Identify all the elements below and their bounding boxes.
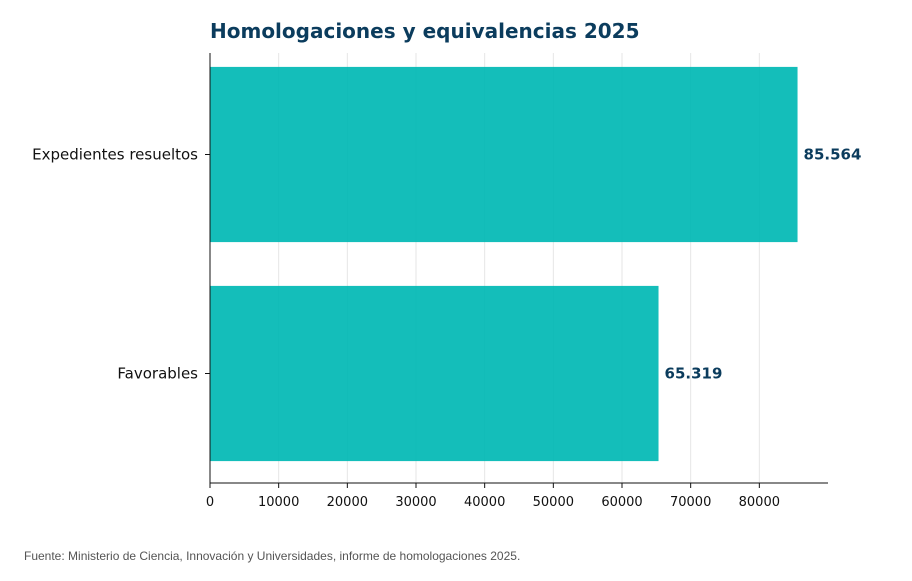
axis-layer xyxy=(205,53,828,488)
x-tick-label: 20000 xyxy=(327,495,368,510)
chart-title: Homologaciones y equivalencias 2025 xyxy=(210,19,640,43)
bar xyxy=(210,66,798,243)
value-label: 85.564 xyxy=(804,146,862,164)
x-tick-label: 10000 xyxy=(258,495,299,510)
bar-layer xyxy=(210,66,798,462)
x-tick-label: 50000 xyxy=(533,495,574,510)
x-tick-label: 30000 xyxy=(395,495,436,510)
x-tick-label: 70000 xyxy=(670,495,711,510)
category-label: Favorables xyxy=(117,365,198,383)
category-label: Expedientes resueltos xyxy=(32,146,198,164)
bar xyxy=(210,285,659,462)
source-note: Fuente: Ministerio de Ciencia, Innovació… xyxy=(24,549,521,563)
label-layer: Expedientes resueltos 85.564 Favorables 65.… xyxy=(32,146,861,511)
value-label: 65.319 xyxy=(665,365,723,383)
x-tick-label: 80000 xyxy=(739,495,780,510)
x-tick-label: 60000 xyxy=(601,495,642,510)
x-tick-label: 40000 xyxy=(464,495,505,510)
x-tick-label: 0 xyxy=(206,495,214,510)
